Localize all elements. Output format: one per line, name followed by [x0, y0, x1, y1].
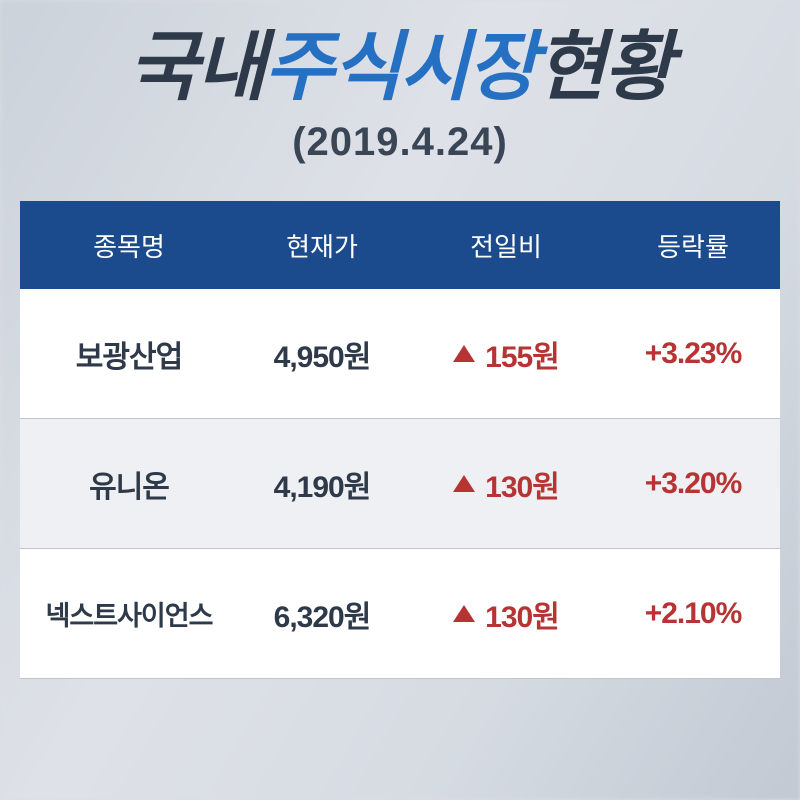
page-title: 국내주식시장현황 [128, 30, 671, 106]
stock-table: 종목명 현재가 전일비 등락률 보광산업 4,950원 155원 +3.23% … [20, 201, 780, 679]
change-value: 155원 [485, 332, 559, 376]
cell-price: 4,950원 [238, 289, 406, 418]
th-change: 전일비 [406, 201, 606, 289]
table-row: 넥스트사이언스 6,320원 130원 +2.10% [20, 549, 780, 679]
table-row: 보광산업 4,950원 155원 +3.23% [20, 289, 780, 419]
up-triangle-icon [453, 605, 475, 622]
cell-change: 130원 [406, 419, 606, 548]
th-price: 현재가 [238, 201, 406, 289]
title-part-2: 주식시장 [264, 25, 536, 110]
cell-change: 155원 [406, 289, 606, 418]
cell-rate: +3.20% [606, 419, 780, 548]
cell-name: 유니온 [20, 419, 238, 548]
title-part-1: 국내 [128, 25, 264, 110]
title-part-3: 현황 [536, 25, 672, 110]
content-container: 국내주식시장현황 (2019.4.24) 종목명 현재가 전일비 등락률 보광산… [0, 0, 800, 800]
cell-change: 130원 [406, 549, 606, 678]
th-name: 종목명 [20, 201, 238, 289]
change-value: 130원 [485, 592, 559, 636]
up-triangle-icon [453, 345, 475, 362]
cell-rate: +2.10% [606, 549, 780, 678]
cell-name: 넥스트사이언스 [20, 549, 238, 678]
title-block: 국내주식시장현황 (2019.4.24) [128, 30, 671, 165]
up-triangle-icon [453, 475, 475, 492]
table-row: 유니온 4,190원 130원 +3.20% [20, 419, 780, 549]
change-value: 130원 [485, 462, 559, 506]
cell-price: 6,320원 [238, 549, 406, 678]
th-rate: 등락률 [606, 201, 780, 289]
cell-price: 4,190원 [238, 419, 406, 548]
cell-name: 보광산업 [20, 289, 238, 418]
table-header-row: 종목명 현재가 전일비 등락률 [20, 201, 780, 289]
cell-rate: +3.23% [606, 289, 780, 418]
date-line: (2019.4.24) [128, 120, 671, 165]
